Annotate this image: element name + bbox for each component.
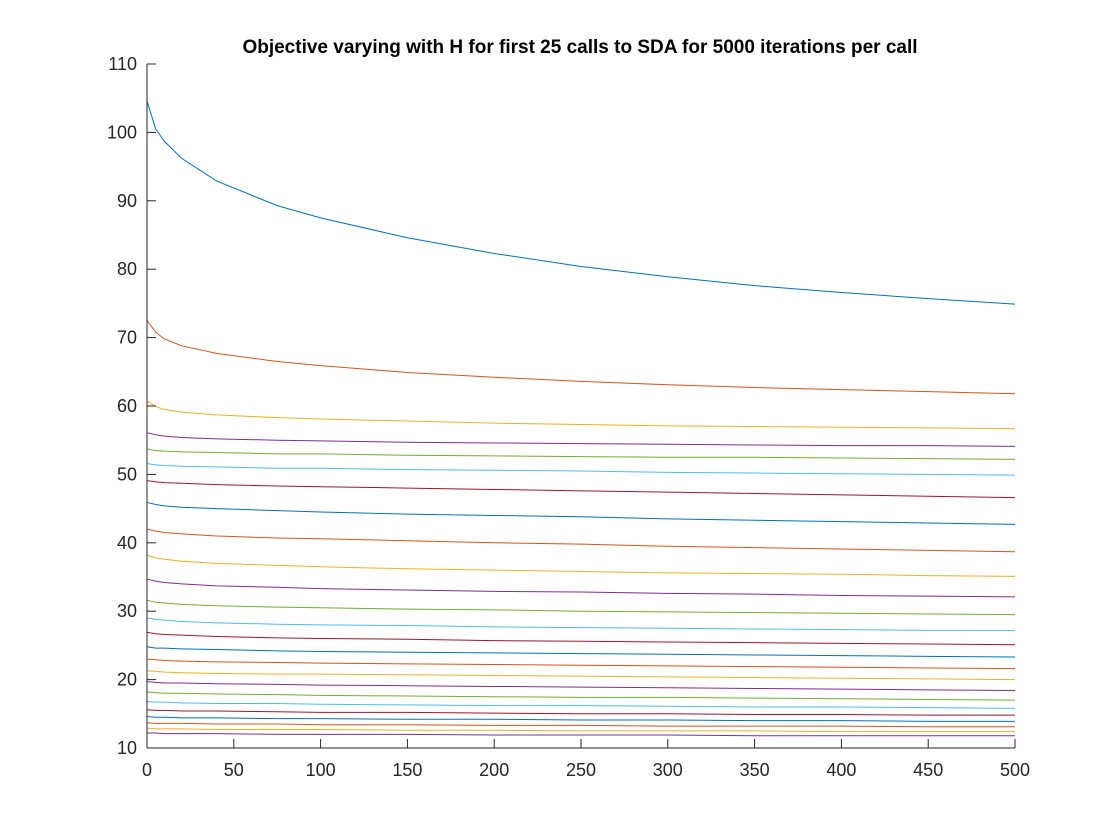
series-line-21 (146, 709, 1015, 716)
series-line-8 (146, 501, 1016, 525)
series-line-22 (146, 716, 1015, 722)
x-tick-label: 100 (306, 760, 336, 780)
series-layer (146, 100, 1016, 737)
y-tick-label: 50 (117, 464, 137, 484)
y-tick-label: 100 (107, 122, 137, 142)
series-line-14 (146, 631, 1016, 646)
y-tick-label: 90 (117, 191, 137, 211)
series-line-10 (146, 554, 1016, 577)
series-line-2 (146, 320, 1016, 395)
x-tick-label: 50 (224, 760, 244, 780)
series-line-24 (146, 727, 1015, 733)
x-tick-label: 200 (479, 760, 509, 780)
series-line-20 (146, 700, 1016, 709)
series-line-3 (146, 400, 1016, 430)
series-line-5 (146, 448, 1016, 460)
series-line-11 (146, 578, 1016, 598)
series-line-18 (146, 681, 1016, 692)
y-tick-label: 30 (117, 601, 137, 621)
x-tick-label: 150 (392, 760, 422, 780)
x-tick-label: 250 (566, 760, 596, 780)
x-tick-label: 300 (653, 760, 683, 780)
series-line-4 (146, 432, 1016, 447)
series-line-23 (146, 722, 1015, 728)
series-line-12 (146, 599, 1016, 616)
series-line-9 (146, 528, 1016, 553)
y-axis-ticks: 10 20 30 40 50 60 70 80 90 100 110 (107, 54, 156, 758)
chart-title: Objective varying with H for first 25 ca… (242, 37, 917, 58)
series-line-6 (146, 462, 1016, 476)
x-tick-label: 350 (740, 760, 770, 780)
series-line-15 (146, 646, 1016, 658)
x-tick-label: 500 (1000, 760, 1030, 780)
x-tick-label: 0 (142, 760, 152, 780)
x-tick-label: 450 (913, 760, 943, 780)
y-tick-label: 20 (117, 670, 137, 690)
x-axis-ticks: 0 50 100 150 200 250 300 350 400 450 500 (142, 739, 1030, 780)
y-tick-label: 40 (117, 533, 137, 553)
x-tick-label: 400 (826, 760, 856, 780)
series-line-7 (146, 480, 1016, 499)
y-tick-label: 70 (117, 328, 137, 348)
series-line-25 (147, 732, 1015, 737)
y-tick-label: 80 (117, 259, 137, 279)
y-tick-label: 60 (117, 396, 137, 416)
series-line-17 (146, 670, 1016, 681)
series-line-1 (146, 100, 1016, 305)
y-tick-label: 110 (108, 54, 137, 74)
y-tick-label: 10 (117, 738, 137, 758)
series-line-16 (146, 658, 1016, 670)
series-line-13 (146, 617, 1015, 631)
series-line-19 (146, 691, 1016, 701)
